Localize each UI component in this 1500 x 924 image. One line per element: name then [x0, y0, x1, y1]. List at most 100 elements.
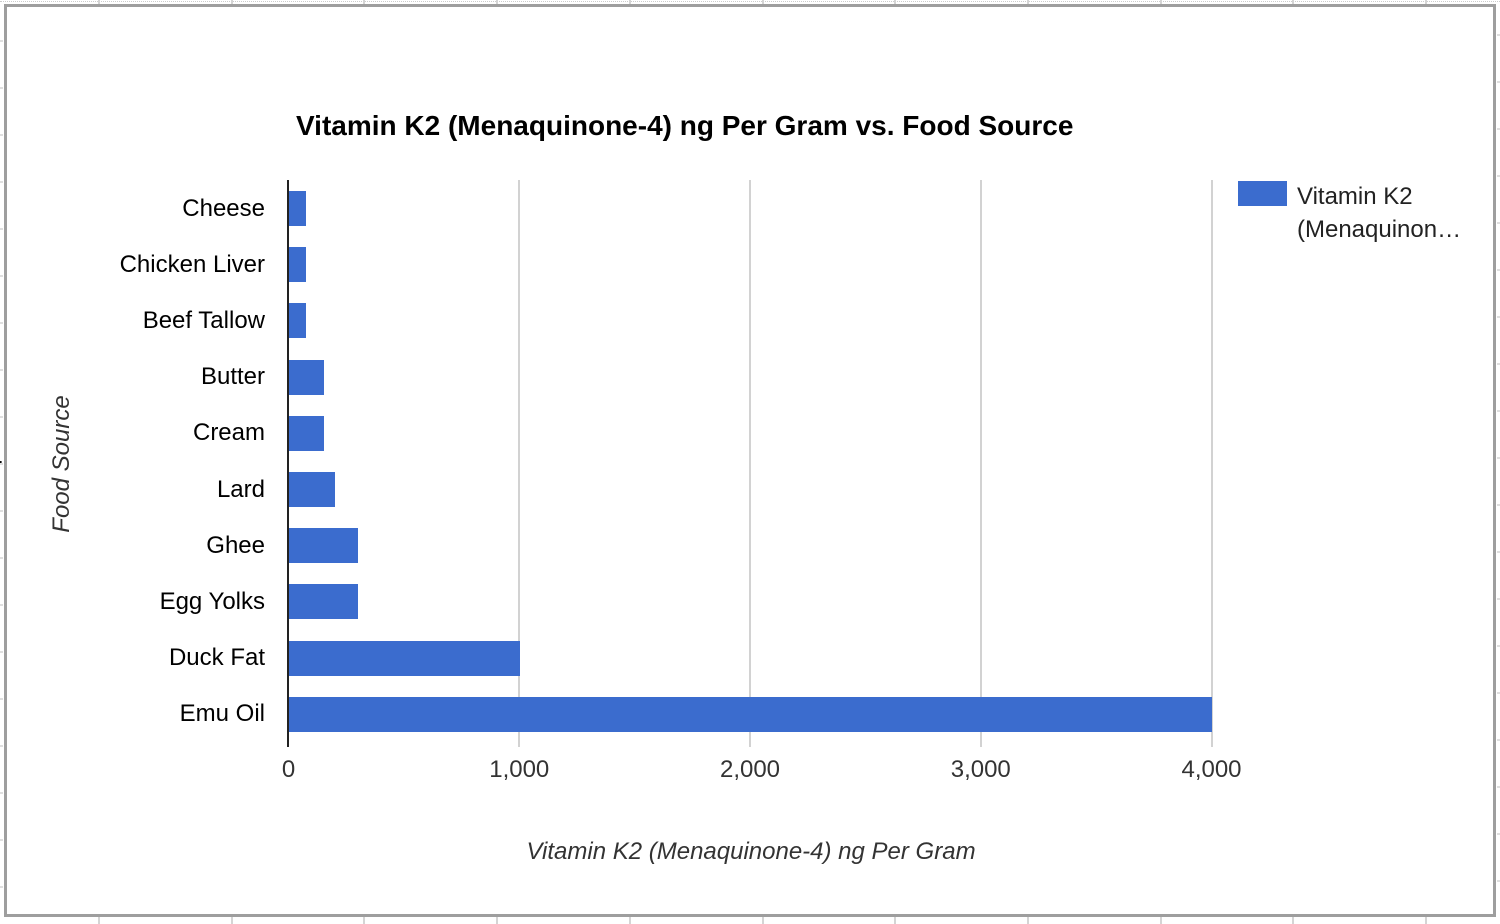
sheet-gridline-stub [1497, 833, 1500, 835]
legend-label: Vitamin K2 (Menaquinon… [1297, 180, 1477, 246]
sheet-gridline-stub [0, 134, 3, 136]
category-label: Duck Fat [168, 644, 265, 672]
sheet-gridline-stub [0, 275, 3, 277]
sheet-gridline-stub [496, 917, 498, 924]
bar-duck-fat [289, 640, 520, 676]
sheet-gridline-stub [1497, 363, 1500, 365]
sheet-gridline-stub [1497, 316, 1500, 318]
sheet-gridline-stub [231, 0, 233, 4]
sheet-gridline-stub [1497, 222, 1500, 224]
sheet-gridline-stub [0, 745, 3, 747]
sheet-gridline-stub [363, 0, 365, 4]
sheet-gridline-stub [0, 322, 3, 324]
sheet-gridline-stub [1497, 739, 1500, 741]
bar-egg-yolks [289, 584, 359, 620]
y-axis-line [287, 180, 289, 747]
sheet-gridline-stub [0, 181, 3, 183]
sheet-gridline-stub [1497, 598, 1500, 600]
sheet-gridline-stub [1497, 504, 1500, 506]
x-gridline [979, 180, 982, 747]
sheet-gridline-stub [1160, 917, 1162, 924]
sheet-gridline-stub [762, 0, 764, 4]
sheet-gridline-stub [0, 698, 3, 700]
x-gridline [749, 180, 751, 747]
sheet-gridline-stub [1497, 410, 1500, 412]
legend-label-line2: (Menaquinon… [1297, 216, 1462, 243]
category-label: Chicken Liver [119, 250, 265, 278]
sheet-gridline-stub [363, 917, 365, 924]
hidden-cell-text: r [0, 455, 2, 479]
sheet-gridline-stub [0, 839, 3, 841]
x-gridline [1210, 180, 1213, 747]
category-label: Cream [192, 419, 265, 447]
sheet-gridline-stub [629, 917, 631, 924]
bar-beef-tallow [289, 303, 307, 339]
sheet-gridline-stub [1425, 917, 1427, 924]
sheet-gridline-stub [98, 917, 100, 924]
bar-chicken-liver [289, 247, 307, 283]
sheet-gridline-stub [0, 228, 3, 230]
sheet-gridline-stub [1497, 175, 1500, 177]
x-tick-label: 0 [281, 756, 296, 783]
sheet-gridline-stub [0, 463, 3, 465]
sheet-gridline-stub [629, 0, 631, 4]
sheet-gridline-stub [1497, 128, 1500, 130]
sheet-gridline-stub [1497, 34, 1500, 36]
category-label: Cheese [182, 194, 265, 222]
sheet-gridline-stub [0, 40, 3, 42]
sheet-gridline-stub [1292, 0, 1294, 4]
sheet-gridline-stub [0, 651, 3, 653]
sheet-gridline-top [0, 1, 1500, 2]
sheet-gridline-stub [1497, 457, 1500, 459]
category-label: Beef Tallow [142, 306, 265, 334]
sheet-gridline-stub [496, 0, 498, 4]
sheet-gridline-stub [0, 886, 3, 888]
bar-cream [289, 415, 324, 451]
sheet-gridline-stub [0, 416, 3, 418]
sheet-gridline-stub [0, 557, 3, 559]
category-label: Lard [216, 475, 265, 503]
category-label: Butter [200, 363, 265, 391]
sheet-gridline-stub [0, 604, 3, 606]
bar-cheese [289, 191, 307, 226]
bar-emu-oil [289, 696, 1212, 732]
x-tick-label: 3,000 [950, 756, 1011, 783]
sheet-gridline-stub [1292, 917, 1294, 924]
sheet-gridline-stub [0, 87, 3, 89]
sheet-gridline-stub [98, 0, 100, 4]
sheet-gridline-stub [1027, 0, 1029, 4]
x-tick-label: 1,000 [489, 756, 550, 783]
sheet-gridline-stub [1497, 692, 1500, 694]
x-tick-label: 2,000 [719, 756, 781, 783]
sheet-gridline-stub [1027, 917, 1029, 924]
category-label: Egg Yolks [159, 587, 265, 615]
sheet-gridline-stub [1425, 0, 1427, 4]
sheet-gridline-stub [1497, 81, 1500, 83]
legend-swatch [1238, 181, 1287, 206]
y-axis-title: Food Source [48, 395, 75, 533]
sheet-gridline-stub [1497, 551, 1500, 553]
sheet-gridline-stub [1497, 786, 1500, 788]
sheet-gridline-stub [894, 917, 896, 924]
category-label: Ghee [206, 531, 265, 559]
chart-title: Vitamin K2 (Menaquinone-4) ng Per Gram v… [296, 110, 1074, 141]
x-tick-label: 4,000 [1181, 756, 1242, 783]
sheet-gridline-stub [762, 917, 764, 924]
sheet-gridline-stub [1160, 0, 1162, 4]
x-gridline [518, 180, 521, 747]
sheet-gridline-stub [0, 792, 3, 794]
legend-label-line1: Vitamin K2 [1297, 183, 1413, 210]
sheet-gridline-stub [1497, 269, 1500, 271]
sheet-gridline-stub [1497, 880, 1500, 882]
category-label: Emu Oil [179, 700, 265, 728]
sheet-gridline-stub [0, 510, 3, 512]
sheet-gridline-stub [894, 0, 896, 4]
bar-butter [289, 359, 324, 395]
sheet-gridline-stub [231, 917, 233, 924]
bar-lard [289, 472, 336, 507]
bar-ghee [289, 528, 359, 564]
x-axis-title: Vitamin K2 (Menaquinone-4) ng Per Gram [526, 838, 976, 865]
sheet-gridline-stub [0, 369, 3, 371]
sheet-gridline-stub [1497, 645, 1500, 647]
